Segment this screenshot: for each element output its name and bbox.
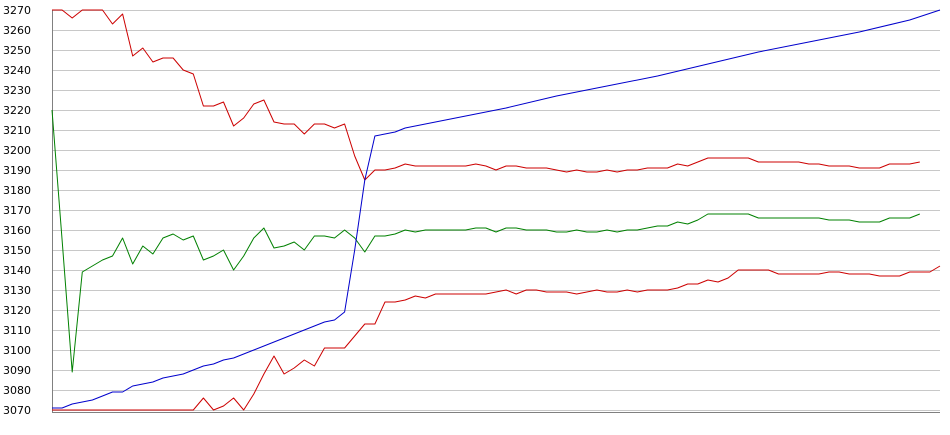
y-tick-label-3160: 3160 [3, 224, 31, 237]
series-line-middle-band [51, 109, 920, 373]
y-tick-label-3110: 3110 [3, 324, 31, 337]
y-tick-label-3170: 3170 [3, 204, 31, 217]
y-tick-label-3100: 3100 [3, 344, 31, 357]
y-tick-label-3150: 3150 [3, 244, 31, 257]
y-tick-label-3130: 3130 [3, 284, 31, 297]
y-tick-label-3120: 3120 [3, 304, 31, 317]
y-tick-label-3200: 3200 [3, 144, 31, 157]
y-tick-label-3070: 3070 [3, 404, 31, 417]
y-tick-label-3240: 3240 [3, 64, 31, 77]
y-tick-labels: 3070 3080 3090 3100 3110 3120 3130 3140 3150 3160… [3, 4, 31, 417]
y-tick-label-3190: 3190 [3, 164, 31, 177]
y-tick-label-3230: 3230 [3, 84, 31, 97]
y-tick-label-3180: 3180 [3, 184, 31, 197]
series-line-trend [52, 9, 941, 409]
y-tick-label-3140: 3140 [3, 264, 31, 277]
axes [52, 10, 940, 413]
y-tick-label-3260: 3260 [3, 24, 31, 37]
series-line-upper-band [52, 9, 920, 181]
y-tick-label-3270: 3270 [3, 4, 31, 17]
y-tick-label-3080: 3080 [3, 384, 31, 397]
y-tick-label-3220: 3220 [3, 104, 31, 117]
series-lines [51, 9, 941, 411]
y-tick-label-3090: 3090 [3, 364, 31, 377]
y-tick-label-3210: 3210 [3, 124, 31, 137]
y-tick-label-3250: 3250 [3, 44, 31, 57]
series-line-lower-band [52, 265, 941, 411]
